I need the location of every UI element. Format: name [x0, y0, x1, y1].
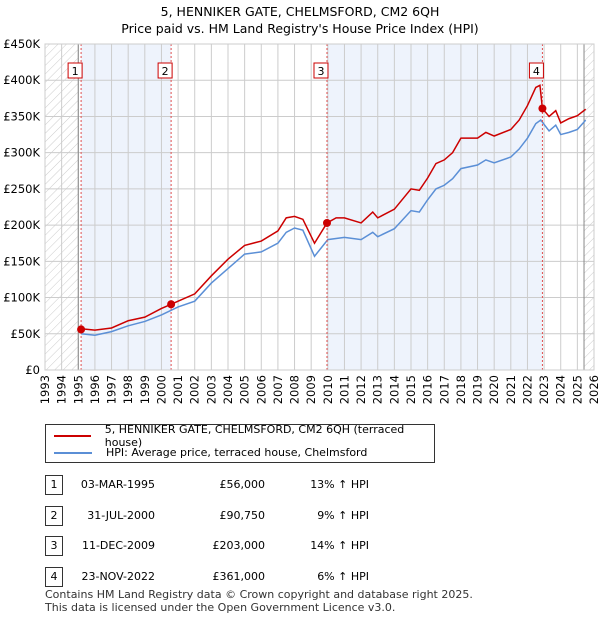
sale-number-badge: 4: [45, 566, 63, 587]
sale-point: [538, 104, 547, 113]
x-tick-label: 2011: [337, 375, 351, 404]
chart-subtitle: Price paid vs. HM Land Registry's House …: [121, 21, 479, 36]
y-tick-label: £250K: [3, 182, 40, 196]
sale-hpi-diff: 13% ↑ HPI: [310, 478, 369, 491]
sale-date: 23-NOV-2022: [81, 569, 155, 583]
property-price-line: [81, 84, 587, 331]
x-tick-label: 2016: [421, 375, 435, 404]
sale-label-number: 3: [317, 65, 324, 78]
sale-label-number: 4: [533, 65, 540, 78]
price-chart: 1993 1994 1995 1996 1997 1998 1999 2000 2001 2002…: [3, 37, 600, 404]
x-tick-label: 2012: [354, 375, 368, 404]
x-tick-label: 2010: [321, 375, 335, 404]
x-tick-label: 2024: [554, 375, 568, 404]
x-tick-label: 1996: [88, 375, 102, 404]
sale-point: [322, 218, 331, 227]
sale-date: 03-MAR-1995: [80, 478, 155, 491]
x-tick-label: 2009: [304, 375, 318, 404]
y-tick-label: £150K: [3, 254, 40, 268]
sale-price: £56,000: [219, 478, 266, 491]
x-tick-label: 2008: [288, 375, 302, 404]
legend-swatch-property: [54, 434, 91, 437]
y-tick-label: £350K: [3, 109, 40, 123]
x-tick-label: 2006: [254, 375, 268, 404]
sale-label-box: [67, 62, 83, 79]
x-tick-label: 2019: [471, 375, 485, 404]
y-tick-label: £300K: [3, 146, 40, 160]
x-tick-label: 2003: [204, 375, 218, 404]
legend-swatch-hpi: [54, 451, 92, 454]
chart-title: 5, HENNIKER GATE, CHELMSFORD, CM2 6QH: [160, 4, 440, 19]
sale-price: £361,000: [212, 569, 266, 583]
x-tick-label: 2021: [504, 375, 518, 404]
sale-row: 1 03-MAR-1995 £56,000 13% ↑ HPI: [45, 475, 445, 495]
shaded-period-1-2: [81, 44, 172, 370]
x-tick-label: 2015: [404, 375, 418, 404]
x-tick-label: 1999: [138, 375, 152, 404]
x-tick-label: 2022: [520, 375, 534, 404]
legend: 5, HENNIKER GATE, CHELMSFORD, CM2 6QH (t…: [45, 422, 435, 463]
x-tick-label: 1993: [38, 375, 52, 404]
sale-point: [167, 300, 176, 309]
x-tick-label: 2004: [221, 375, 235, 404]
sale-date: 31-JUL-2000: [87, 508, 155, 522]
shaded-period-3-4: [326, 44, 543, 370]
footer-copyright: Contains HM Land Registry data © Crown c…: [45, 588, 473, 601]
sale-label-box: [528, 62, 544, 79]
sale-row: 2 31-JUL-2000 £90,750 9% ↑ HPI: [45, 505, 445, 526]
hatched-region-end: [584, 44, 594, 370]
sale-label-number: 2: [162, 65, 169, 78]
sale-hpi-diff: 14% ↑ HPI: [310, 539, 369, 552]
sale-label-box: [157, 62, 173, 79]
sale-hpi-diff: 6% ↑ HPI: [317, 569, 369, 583]
x-tick-label: 2005: [238, 375, 252, 404]
sale-label-box: [313, 62, 329, 79]
sale-row: 3 11-DEC-2009 £203,000 14% ↑ HPI: [45, 536, 445, 556]
x-tick-label: 1995: [71, 375, 85, 404]
y-tick-label: £200K: [3, 218, 40, 232]
y-tick-label: £50K: [11, 327, 41, 341]
x-tick-label: 2013: [371, 375, 385, 404]
sale-hpi-diff: 9% ↑ HPI: [317, 508, 369, 522]
x-tick-label: 2025: [570, 375, 584, 404]
legend-label-hpi: HPI: Average price, terraced house, Chel…: [106, 446, 368, 459]
x-tick-label: 2002: [188, 375, 202, 404]
y-tick-label: £0: [25, 363, 40, 377]
x-tick-label: 2007: [271, 375, 285, 404]
plot-border: [44, 43, 595, 371]
sale-label-number: 1: [72, 65, 79, 78]
sale-number-badge: 3: [45, 536, 63, 556]
x-tick-label: 1994: [55, 375, 69, 404]
sale-price: £90,750: [219, 508, 266, 522]
y-tick-label: £450K: [3, 37, 40, 51]
x-tick-label: 1998: [121, 375, 135, 404]
x-tick-label: 2001: [171, 375, 185, 404]
sale-number-badge: 1: [45, 475, 63, 495]
hpi-line: [81, 119, 587, 336]
sale-number-badge: 2: [45, 505, 63, 526]
x-tick-label: 2018: [454, 375, 468, 404]
x-tick-label: 2014: [387, 375, 401, 404]
x-tick-label: 2020: [487, 375, 501, 404]
sale-date: 11-DEC-2009: [81, 539, 155, 552]
y-tick-label: £100K: [3, 291, 40, 305]
sale-price: £203,000: [212, 539, 266, 552]
y-tick-label: £400K: [3, 73, 40, 87]
footer-licence: This data is licensed under the Open Gov…: [45, 601, 396, 614]
x-tick-label: 1997: [105, 375, 119, 404]
x-tick-label: 2023: [537, 375, 551, 404]
legend-label-property: 5, HENNIKER GATE, CHELMSFORD, CM2 6QH (t…: [104, 422, 405, 449]
x-tick-label: 2017: [437, 375, 451, 404]
x-tick-label: 2000: [154, 375, 168, 404]
sale-row: 4 23-NOV-2022 £361,000 6% ↑ HPI: [45, 566, 445, 587]
x-tick-label: 2026: [587, 375, 600, 404]
sale-point: [77, 325, 86, 334]
